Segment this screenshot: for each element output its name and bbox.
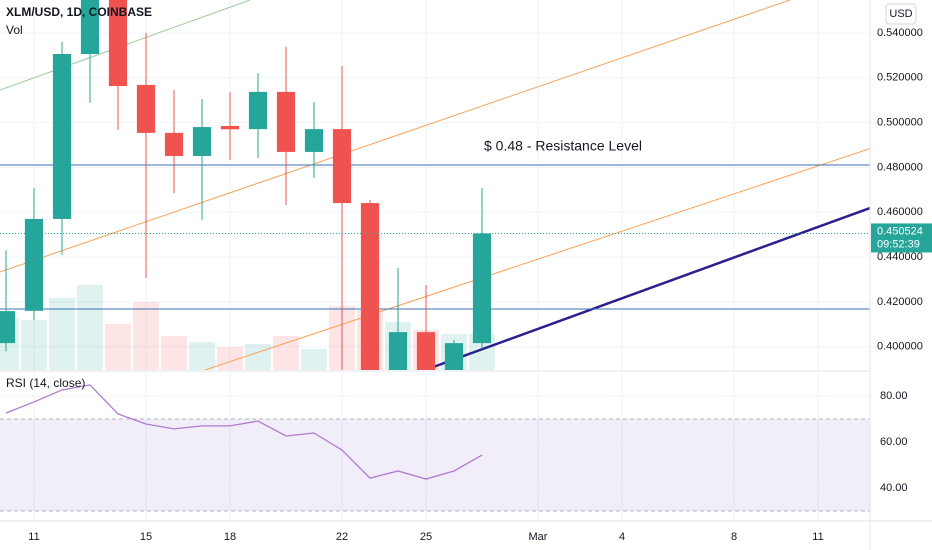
candle-body bbox=[248, 91, 268, 130]
candle-body bbox=[444, 343, 464, 370]
x-tick-label: Mar bbox=[529, 531, 548, 543]
y-tick-label: 0.440000 bbox=[877, 251, 923, 263]
x-tick-label: 18 bbox=[224, 531, 236, 543]
rsi-band bbox=[0, 418, 870, 512]
candle-body bbox=[164, 132, 184, 156]
x-tick-label: 25 bbox=[420, 531, 432, 543]
countdown: 09:52:39 bbox=[877, 238, 920, 250]
rsi-pane bbox=[0, 372, 870, 520]
y-tick-label: 0.420000 bbox=[877, 296, 923, 308]
volume-bar bbox=[76, 285, 103, 370]
volume-bar bbox=[160, 336, 187, 370]
y-tick-label: 0.520000 bbox=[877, 72, 923, 84]
volume-bar bbox=[300, 349, 327, 370]
candle-body bbox=[136, 84, 156, 133]
rsi-tick-label: 80.00 bbox=[880, 390, 908, 402]
x-tick-label: 22 bbox=[336, 531, 348, 543]
x-tick-label: 15 bbox=[140, 531, 152, 543]
x-tick-label: 4 bbox=[619, 531, 625, 543]
y-tick-label: 0.500000 bbox=[877, 116, 923, 128]
volume-bar bbox=[188, 342, 215, 370]
y-tick-label: 0.540000 bbox=[877, 27, 923, 39]
chart-title: XLM/USD, 1D, COINBASE bbox=[6, 5, 152, 19]
x-tick-label: 8 bbox=[731, 531, 737, 543]
candle-body bbox=[220, 125, 240, 130]
rsi-tick-label: 40.00 bbox=[880, 482, 908, 494]
candle-body bbox=[388, 332, 408, 370]
volume-bar bbox=[48, 298, 75, 370]
channel-line bbox=[0, 0, 791, 273]
volume-bar bbox=[244, 344, 271, 370]
price-pane bbox=[0, 0, 870, 370]
candle-body bbox=[80, 0, 100, 55]
candle-body bbox=[472, 233, 492, 344]
volume-bar bbox=[104, 324, 131, 370]
y-tick-label: 0.460000 bbox=[877, 206, 923, 218]
currency[interactable]: USD bbox=[889, 8, 912, 20]
candle-body bbox=[24, 218, 44, 311]
current-price-box bbox=[871, 223, 932, 253]
y-tick-label: 0.400000 bbox=[877, 341, 923, 353]
volume-bar bbox=[272, 336, 299, 370]
channel-line bbox=[204, 148, 870, 370]
y-tick-label: 0.480000 bbox=[877, 161, 923, 173]
candle-body bbox=[52, 54, 72, 219]
candle-body bbox=[108, 0, 128, 87]
rsi-title: RSI (14, close) bbox=[6, 376, 85, 390]
support-line bbox=[424, 206, 870, 370]
annotation: $ 0.48 - Resistance Level bbox=[484, 138, 642, 154]
candle-body bbox=[276, 91, 296, 152]
x-tick-label: 11 bbox=[28, 531, 39, 543]
candle-body bbox=[0, 311, 16, 344]
current-price-label: 0.450524 bbox=[877, 225, 923, 237]
volume-bar bbox=[20, 320, 47, 370]
candle-body bbox=[416, 332, 436, 370]
x-tick-label: 11 bbox=[812, 531, 823, 543]
rsi-tick-label: 60.00 bbox=[880, 436, 908, 448]
volume-label: Vol bbox=[6, 23, 23, 37]
candle-body bbox=[332, 129, 352, 204]
volume-bar bbox=[132, 302, 159, 370]
rsi-line bbox=[5, 384, 483, 480]
currency-button[interactable] bbox=[885, 3, 917, 25]
candle-body bbox=[304, 129, 324, 152]
candle-body bbox=[360, 203, 380, 370]
candle-body bbox=[192, 127, 212, 156]
